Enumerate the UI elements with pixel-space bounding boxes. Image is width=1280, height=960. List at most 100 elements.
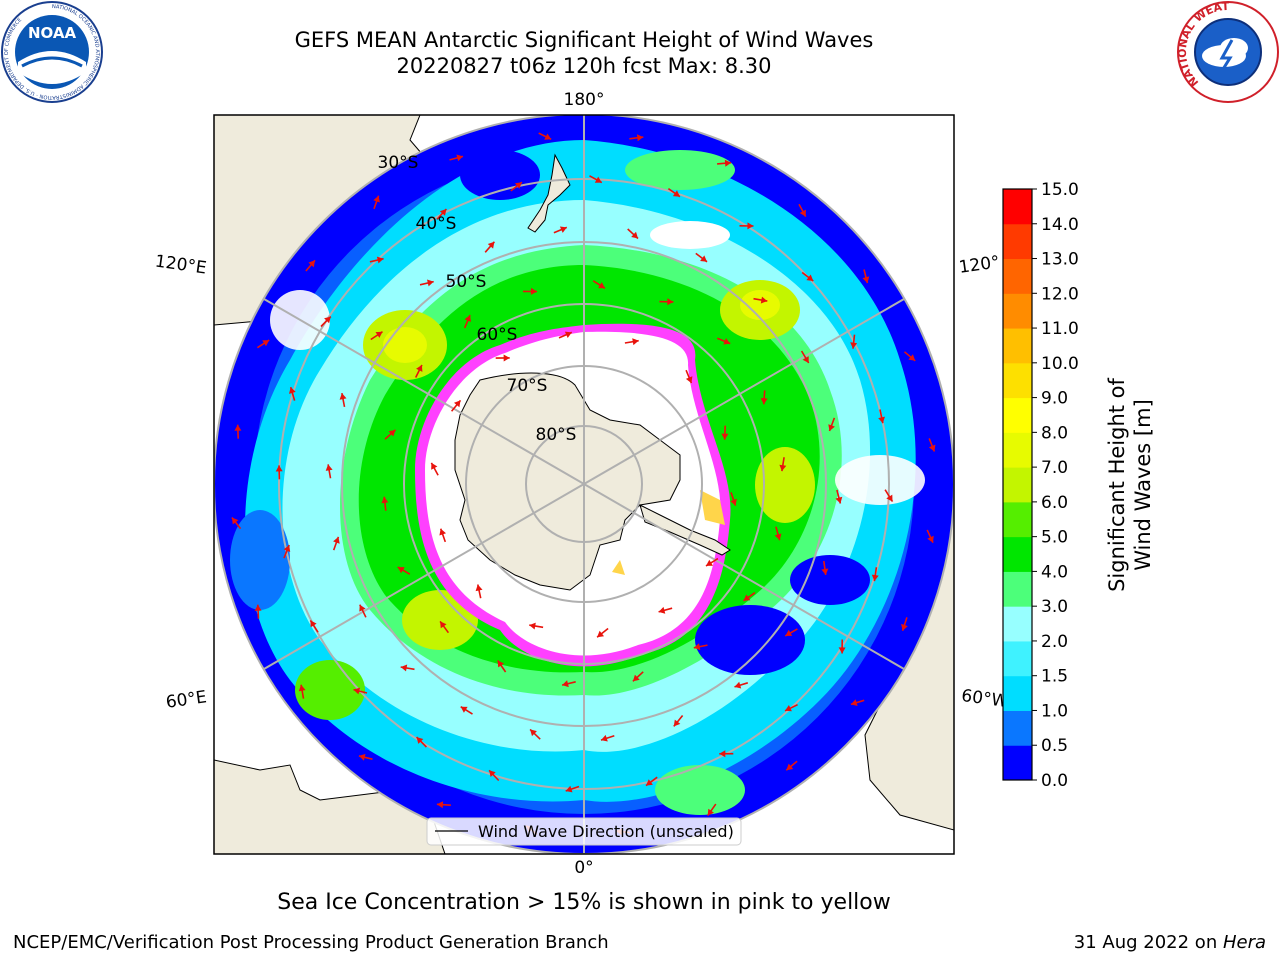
legend-label: Wind Wave Direction (unscaled) [478,822,734,841]
wave-direction-arrowhead [487,241,495,249]
wave-direction-arrowhead [283,545,291,552]
colorbar-tick-label: 7.0 [1041,458,1068,478]
wave-direction-arrowhead [397,567,405,574]
credit-line: NCEP/EMC/Verification Post Processing Pr… [13,932,609,953]
lat-label-30s: 30°S [378,153,419,173]
wave-direction-arrowhead [779,464,787,472]
wave-direction-arrowhead [730,498,737,506]
lon-label-180: 180° [564,90,605,110]
lon-label-60w: 60°W [960,686,1009,712]
colorbar-label: Significant Height of Wind Waves [m] [1105,378,1155,592]
wave-direction-arrowhead [785,629,793,636]
wind-wave-arrows [231,132,936,836]
wave-direction-arrowhead [388,429,396,437]
colorbar-segment [1003,397,1032,433]
wave-direction-arrowhead [927,535,934,543]
wave-direction-arrowhead [721,433,729,440]
wave-direction-arrowhead [871,574,879,582]
wave-direction-arrowhead [359,604,366,612]
wave-direction-arrowhead [565,785,573,793]
wave-direction-arrowhead [806,274,814,281]
wave-direction-arrowhead [632,674,640,682]
wave-direction-arrowhead [835,496,843,504]
lat-label-70s: 70°S [507,376,548,396]
wave-direction-arrowhead [594,176,602,183]
chart-subtitle: 20220827 t06z 120h fcst Max: 8.30 [396,54,772,78]
wave-direction-arrowhead [358,753,366,761]
lat-label-80s: 80°S [536,425,577,445]
lon-label-120e: 120°E [154,252,208,279]
wave-direction-arrowhead [497,660,504,668]
wave-direction-arrowhead [559,226,567,233]
wave-direction-arrowhead [799,209,806,217]
wave-direction-arrowhead [562,680,569,688]
wave-direction-arrowhead [439,209,447,216]
wave-direction-arrowhead [529,622,536,630]
wave-direction-arrowhead [658,606,666,614]
wave-direction-arrowhead [908,354,916,361]
date-text: 31 Aug 2022 on [1073,932,1223,953]
colorbar-segment [1003,467,1032,503]
colorbar-tick-label: 4.0 [1041,562,1068,582]
wave-direction-arrowhead [400,664,408,672]
machine-name: Hera [1222,932,1266,953]
noaa-logo: NOAA NATIONAL OCEANIC AND ATMOSPHERIC AD… [1,1,103,103]
wave-direction-arrowhead [685,376,693,384]
wave-direction-arrowhead [339,393,347,400]
wave-direction-arrowhead [416,737,424,744]
colorbar-tick-label: 3.0 [1041,597,1068,617]
wave-direction-arrowhead [862,276,870,284]
wave-direction-arrowhead [254,604,262,611]
arrow-legend: Wind Wave Direction (unscaled) [426,817,742,846]
wave-direction-arrowhead [381,496,389,504]
wave-direction-arrowhead [310,620,317,628]
colorbar-segment [1003,745,1032,781]
wave-direction-arrowhead [308,260,315,268]
colorbar: 0.0 0.5 1.0 1.5 2.0 3.0 4.0 5.0 6.0 7.0 8.0 9.0 10.0… [1002,180,1079,791]
wave-direction-arrowhead [353,687,361,695]
lon-label-60e: 60°E [165,687,208,712]
colorbar-segment [1003,223,1032,260]
wave-direction-arrowhead [530,729,537,737]
colorbar-tick-label: 12.0 [1041,284,1079,304]
colorbar-tick-label: 15.0 [1041,180,1079,200]
wave-direction-arrowhead [928,444,936,452]
colorbar-tick-label: 1.5 [1041,667,1068,687]
wave-direction-arrowhead [850,342,858,349]
colorbar-tick-label: 6.0 [1041,493,1068,513]
wave-direction-arrowhead [530,287,537,295]
wave-direction-arrowhead [719,750,726,758]
wave-direction-arrowhead [747,222,754,230]
lat-label-60s: 60°S [477,325,518,345]
wave-direction-arrowhead [298,684,306,692]
colorbar-segment [1003,293,1032,329]
colorbar-segment [1003,328,1032,364]
colorbar-segment [1003,675,1032,711]
wave-direction-arrowhead [838,647,846,654]
wave-direction-arrowhead [503,354,510,362]
colorbar-tick-label: 14.0 [1041,215,1079,235]
wave-direction-arrowhead [373,195,380,203]
wave-direction-arrowhead [333,536,340,544]
wave-direction-arrowhead [821,568,829,575]
colorbar-segment [1003,536,1032,572]
wave-direction-arrowhead [460,706,468,713]
wave-direction-arrowhead [544,133,552,140]
wave-direction-arrowhead [700,255,707,262]
wave-direction-arrowhead [564,331,572,338]
wave-direction-arrowhead [275,465,283,472]
wave-direction-arrowhead [234,424,242,431]
wave-direction-arrowhead [601,734,608,742]
colorbar-tick-label: 13.0 [1041,250,1079,270]
lat-label-50s: 50°S [446,272,487,292]
lat-label-40s: 40°S [416,214,457,234]
map-frame [213,114,955,855]
colorbar-tick-label: 10.0 [1041,354,1079,374]
colorbar-tick-label: 0.0 [1041,771,1068,791]
wave-direction-arrowhead [475,584,483,592]
wave-direction-arrowhead [439,528,446,536]
wave-direction-arrowhead [673,719,681,727]
wave-direction-arrowhead [828,424,835,431]
wave-direction-arrowhead [636,134,644,142]
